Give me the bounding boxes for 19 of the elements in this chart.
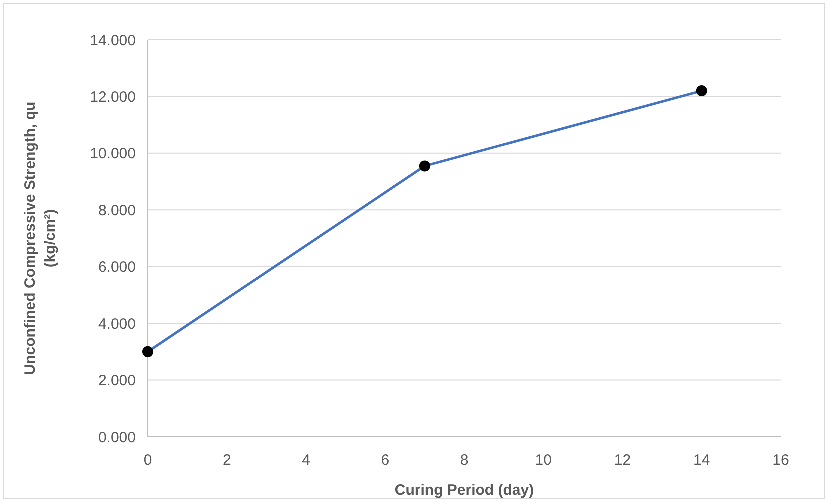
y-tick-label: 2.000	[98, 372, 136, 390]
x-tick-label: 6	[381, 452, 390, 469]
x-tick-label: 12	[614, 452, 632, 469]
x-tick-label: 14	[694, 452, 710, 469]
x-tick-label: 4	[302, 452, 310, 469]
x-tick-label: 10	[535, 452, 552, 469]
y-tick-label: 14.000	[90, 32, 136, 50]
y-tick-label: 4.000	[98, 316, 136, 333]
x-axis-title: Curing Period (day)	[394, 482, 534, 499]
x-tick-label: 0	[144, 452, 152, 469]
y-tick-label: 12.000	[90, 88, 136, 106]
y-tick-label: 6.000	[98, 259, 136, 276]
x-tick-label: 16	[772, 452, 790, 469]
y-tick-label: 10.000	[90, 146, 136, 163]
y-tick-label: 0.000	[98, 429, 136, 446]
y-tick-label: 8.000	[98, 202, 136, 220]
x-tick-label: 2	[222, 452, 232, 469]
x-tick-label: 8	[460, 452, 469, 469]
y-axis-title: Unconfined Compressive Strength, qu (kg/cm²)	[22, 102, 59, 376]
